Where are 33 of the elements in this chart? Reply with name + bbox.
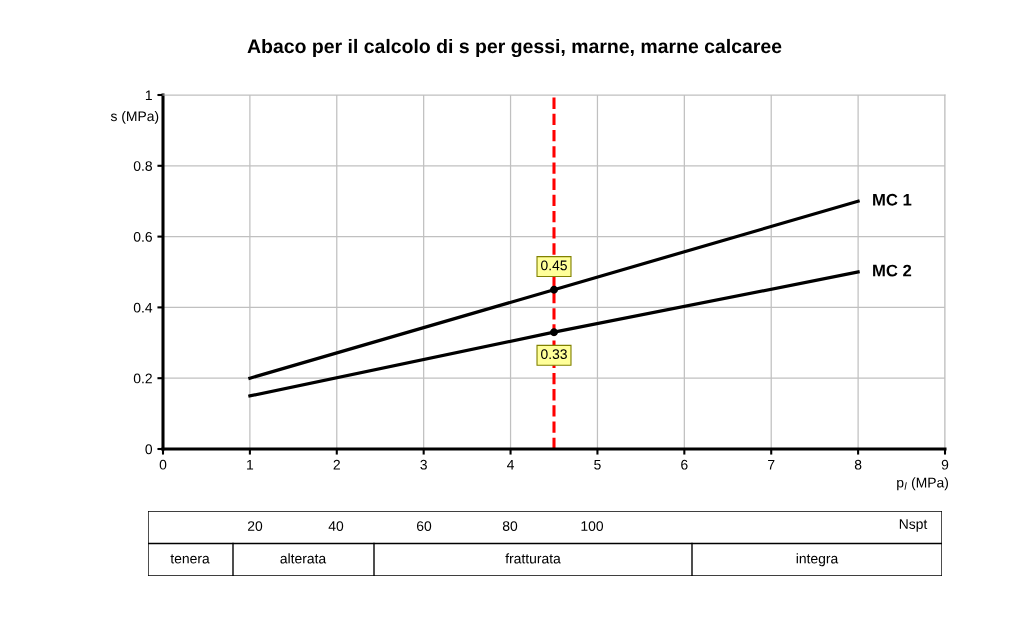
y-tick-label: 0.8 <box>133 161 152 171</box>
x-tick-label: 9 <box>941 459 949 470</box>
x-tick-label: 0 <box>159 459 167 470</box>
x-tick-label: 8 <box>854 459 862 470</box>
x-tick-label: 1 <box>247 459 254 470</box>
data-label: 0.45 <box>541 260 567 271</box>
series-label: MC 1 <box>873 193 912 206</box>
series-label: MC 2 <box>873 264 912 277</box>
x-tick-label: 4 <box>507 459 515 470</box>
x-tick-label: 6 <box>681 459 688 470</box>
text: 40 <box>328 521 344 531</box>
text: alterata <box>280 553 327 564</box>
text: 20 <box>247 521 263 531</box>
text: integra <box>796 553 839 567</box>
x-tick-label: 3 <box>420 459 427 470</box>
y-tick-label: 0 <box>145 444 153 455</box>
text: fratturata <box>505 553 561 564</box>
y-tick-label: 0.2 <box>133 373 152 384</box>
x-tick-label: 2 <box>333 459 340 470</box>
x-tick-label: 7 <box>768 459 775 470</box>
text: Nspt <box>899 519 928 532</box>
text: 60 <box>416 521 432 531</box>
chart-title: Abaco per il calcolo di s per gessi, marne, marne calcaree <box>247 38 782 58</box>
text: 80 <box>502 521 518 531</box>
text: tenera <box>170 554 210 564</box>
x-tick-label: 5 <box>594 459 601 470</box>
y-tick-label: 0.4 <box>133 302 153 313</box>
text: 100 <box>581 521 604 531</box>
y-axis-title: s (MPa) <box>110 110 159 124</box>
x-axis-title: p$_{l}$ (MPa) <box>897 477 949 491</box>
y-tick-label: 0.6 <box>133 231 152 242</box>
data-label: 0.33 <box>541 349 567 360</box>
y-tick-label: 1 <box>145 90 152 101</box>
